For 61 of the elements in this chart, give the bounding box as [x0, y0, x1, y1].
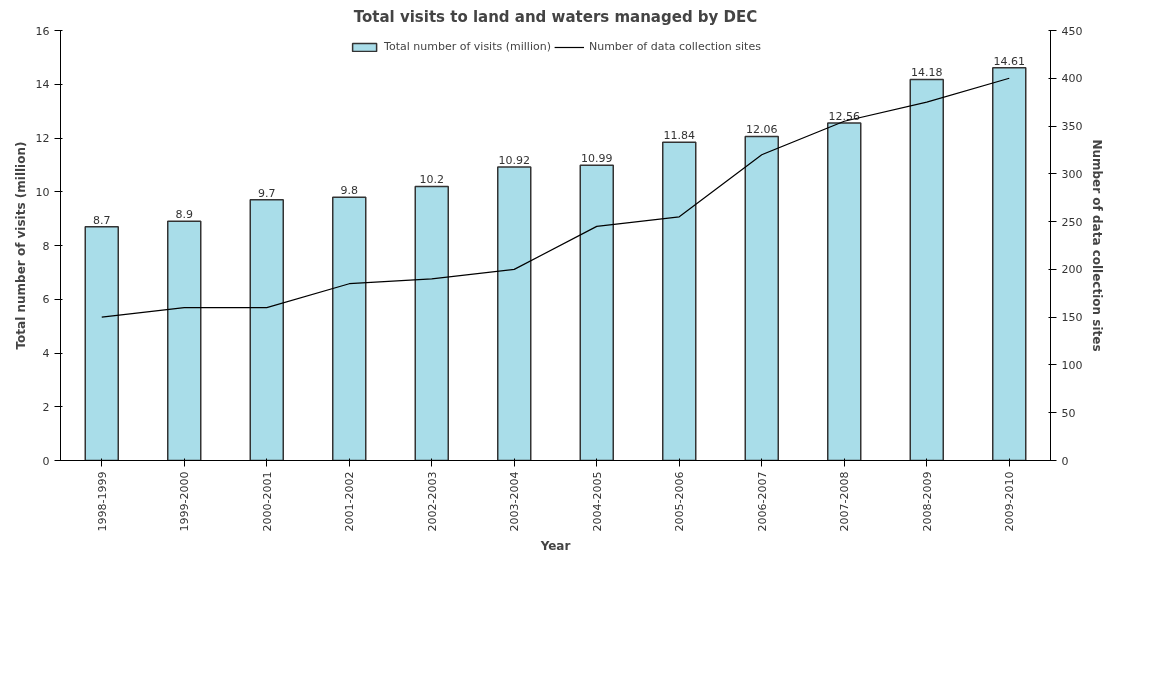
y2-tick-label: 350 [1061, 120, 1083, 134]
y-tick-label: 6 [42, 293, 50, 307]
y-tick-label: 8 [42, 239, 50, 253]
data-label: 8.7 [93, 213, 111, 227]
x-tick-label: 2004-2005 [590, 471, 604, 532]
y-tick-label: 12 [35, 132, 50, 145]
y-tick-label: 16 [35, 24, 50, 38]
data-label: 9.8 [340, 184, 358, 198]
data-label: 10.92 [498, 154, 530, 168]
y2-tick-label: 100 [1061, 358, 1083, 372]
y-tick-label: 4 [42, 347, 50, 360]
y-axis-title: Total number of visits (million) [13, 141, 28, 350]
x-tick-label: 1999-2000 [178, 471, 192, 532]
x-tick-label: 2005-2006 [673, 471, 687, 532]
data-label: 14.18 [911, 66, 943, 80]
x-tick-label: 1998-1999 [95, 471, 109, 532]
data-label: 14.61 [993, 54, 1025, 68]
y2-axis-title: Number of data collection sites [1090, 139, 1105, 352]
y2-tick-label: 50 [1061, 406, 1076, 420]
x-tick-label: 2006-2007 [755, 471, 769, 532]
data-label: 11.84 [663, 129, 695, 143]
x-tick-label: 2009-2010 [1003, 471, 1017, 532]
y2-tick-label: 450 [1061, 24, 1083, 38]
bar [744, 135, 779, 461]
chart-title: Total visits to land and waters managed by DEC [353, 7, 758, 26]
data-label: 10.2 [419, 173, 444, 187]
y2-tick-label: 400 [1061, 72, 1083, 86]
x-tick-label: 2008-2009 [920, 471, 934, 532]
data-label: 9.7 [258, 186, 276, 200]
y-tick-label: 14 [35, 78, 50, 92]
x-axis-title: Year [539, 539, 571, 554]
bar [249, 199, 284, 461]
bar [167, 220, 202, 461]
bar [84, 225, 119, 461]
y2-tick-label: 0 [1061, 454, 1069, 468]
bar [497, 166, 532, 461]
bar [827, 122, 862, 461]
y2-tick-label: 250 [1061, 215, 1083, 229]
y-tick-label: 0 [42, 454, 50, 468]
y2-tick-label: 150 [1061, 311, 1083, 325]
bar [662, 141, 697, 461]
x-tick-label: 2001-2002 [343, 471, 357, 532]
bar [992, 67, 1027, 461]
y2-tick-label: 300 [1061, 167, 1083, 181]
data-label: 8.9 [175, 208, 193, 222]
y-tick-label: 10 [35, 185, 50, 199]
bar [414, 185, 449, 461]
data-label: 10.99 [581, 152, 613, 166]
y2-tick-label: 200 [1061, 263, 1083, 277]
bar [332, 196, 367, 461]
x-tick-label: 2003-2004 [508, 471, 522, 532]
data-label: 12.06 [746, 123, 778, 137]
legend-label: Number of data collection sites [588, 40, 761, 53]
data-label: 12.56 [828, 109, 860, 123]
x-tick-label: 2000-2001 [260, 471, 274, 532]
y-tick-label: 2 [42, 400, 50, 414]
bar [909, 78, 944, 461]
bar [579, 164, 614, 461]
x-tick-label: 2007-2008 [838, 471, 852, 532]
legend-label: Total number of visits (million) [384, 40, 551, 53]
x-tick-label: 2002-2003 [425, 471, 439, 532]
